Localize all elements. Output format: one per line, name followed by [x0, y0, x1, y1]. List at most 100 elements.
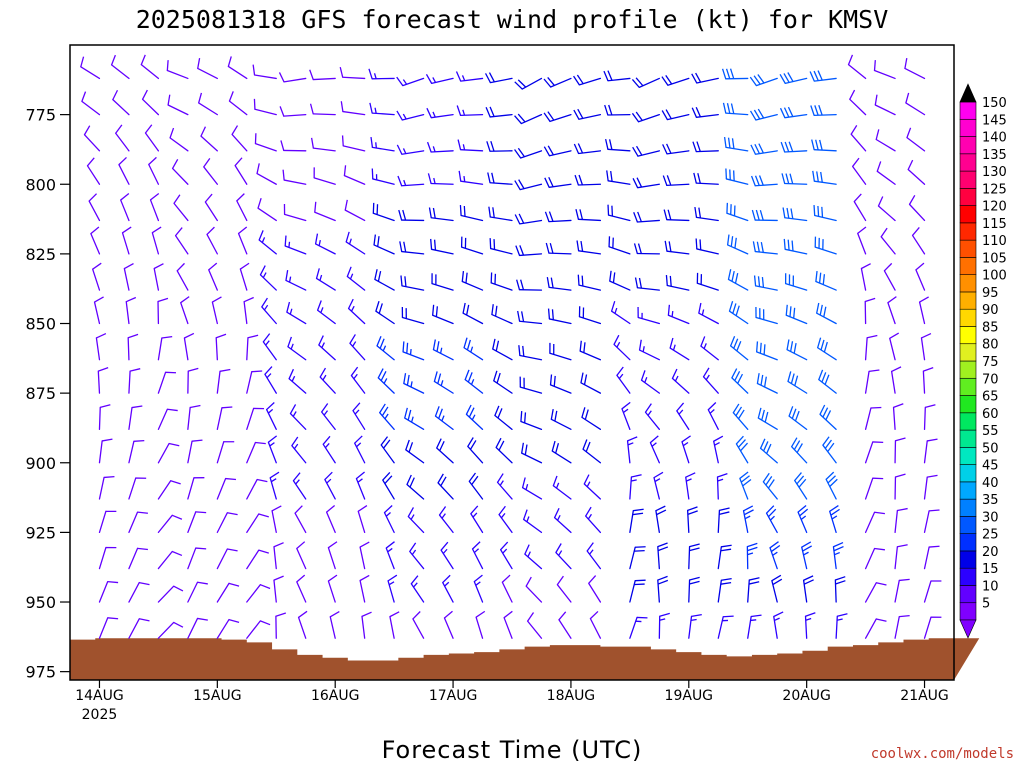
- wind-barb: [782, 207, 808, 222]
- wind-barb: [204, 193, 218, 222]
- wind-barb: [671, 368, 690, 394]
- wind-barb: [261, 297, 277, 325]
- wind-barb: [259, 265, 277, 291]
- wind-barb: [128, 581, 150, 603]
- wind-barb: [144, 124, 160, 152]
- wind-barb: [216, 618, 240, 639]
- wind-barb: [187, 581, 208, 603]
- wind-barb: [686, 506, 698, 534]
- wind-barb: [610, 301, 631, 325]
- wind-barb: [475, 610, 486, 639]
- wind-barb: [372, 202, 395, 222]
- wind-barb: [112, 89, 130, 116]
- wind-barb: [198, 92, 218, 116]
- x-tick-label: 17AUG: [429, 688, 478, 704]
- plot-area: [69, 44, 980, 681]
- colorbar-label: 105: [982, 251, 1007, 266]
- wind-barb: [460, 236, 484, 255]
- wind-barb: [396, 76, 425, 87]
- wind-barb: [208, 262, 218, 291]
- wind-barb: [739, 471, 752, 500]
- wind-barb: [80, 56, 101, 80]
- colorbar-label: 35: [982, 493, 999, 508]
- wind-barb: [216, 477, 237, 500]
- wind-barb: [873, 60, 896, 80]
- wind-barb: [279, 106, 307, 117]
- wind-barb: [681, 435, 691, 464]
- wind-barb: [292, 472, 307, 500]
- wind-barb: [791, 437, 808, 464]
- wind-barb: [231, 125, 248, 152]
- wind-barb: [321, 403, 336, 430]
- wind-barb: [297, 610, 308, 639]
- wind-barb: [329, 611, 340, 639]
- wind-barb: [691, 72, 719, 84]
- wind-barb: [721, 68, 749, 80]
- wind-barb: [906, 127, 926, 152]
- wind-barb: [890, 366, 902, 394]
- colorbar-swatch: [959, 567, 977, 586]
- x-tick-label: 16AUG: [311, 688, 360, 704]
- wind-barb: [387, 574, 398, 603]
- wind-barb: [657, 575, 669, 603]
- wind-barb: [747, 614, 762, 639]
- wind-barb: [246, 441, 266, 464]
- wind-barb: [407, 507, 425, 534]
- wind-barb: [412, 611, 425, 639]
- wind-barb: [802, 575, 814, 603]
- colorbar-label: 45: [982, 459, 999, 474]
- wind-barb: [257, 197, 277, 222]
- colorbar-swatch: [959, 516, 977, 534]
- wind-barb: [514, 147, 543, 159]
- wind-barb: [98, 404, 111, 430]
- wind-barb: [470, 505, 484, 534]
- wind-barb: [485, 106, 513, 118]
- wind-barb: [780, 141, 808, 153]
- wind-barb: [484, 72, 513, 84]
- y-axis: 775 800 825 850 875 900 925 950 975: [25, 106, 70, 682]
- wind-barb: [115, 124, 130, 152]
- wind-barb: [819, 404, 837, 430]
- wind-barb: [717, 507, 730, 534]
- wind-barb: [629, 474, 642, 500]
- wind-barb: [576, 240, 602, 255]
- wind-barb: [141, 89, 160, 116]
- wind-barb: [759, 438, 778, 464]
- wind-barb: [923, 438, 938, 464]
- wind-barb: [543, 77, 572, 88]
- colorbar-label: 75: [982, 355, 999, 370]
- wind-barb: [149, 193, 160, 222]
- colorbar-label: 125: [982, 182, 1007, 197]
- wind-barb: [157, 371, 177, 394]
- wind-barb: [717, 544, 732, 570]
- wind-barb: [551, 440, 572, 464]
- wind-barb: [410, 575, 425, 603]
- wind-barb: [589, 610, 602, 639]
- wind-barb: [655, 505, 667, 534]
- wind-barb: [750, 175, 778, 187]
- wind-barb: [543, 145, 572, 157]
- wind-barb: [385, 541, 395, 570]
- credit-text: coolwx.com/models: [871, 746, 1014, 762]
- wind-barb: [296, 574, 307, 603]
- wind-barb: [676, 402, 690, 430]
- wind-barb: [923, 474, 938, 500]
- wind-barb: [794, 472, 808, 500]
- wind-barb: [376, 335, 395, 361]
- wind-barb: [341, 135, 366, 152]
- wind-barb: [716, 473, 728, 500]
- wind-barb: [923, 509, 940, 534]
- wind-barb: [771, 574, 783, 603]
- wind-barb: [864, 334, 878, 361]
- wind-barb: [662, 143, 690, 155]
- wind-barb: [264, 366, 277, 394]
- wind-barb: [258, 230, 277, 255]
- wind-barb: [606, 170, 631, 185]
- wind-barb: [401, 306, 425, 325]
- wind-barb: [781, 173, 808, 185]
- wind-barb: [187, 477, 205, 500]
- terrain-surface: [70, 638, 980, 680]
- wind-barb: [923, 545, 940, 570]
- wind-barb: [585, 506, 602, 534]
- wind-barb: [633, 243, 660, 255]
